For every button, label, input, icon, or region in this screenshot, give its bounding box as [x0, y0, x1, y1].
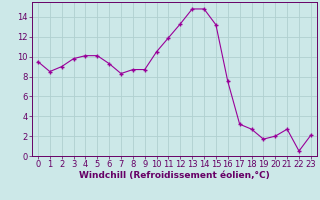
X-axis label: Windchill (Refroidissement éolien,°C): Windchill (Refroidissement éolien,°C)	[79, 171, 270, 180]
